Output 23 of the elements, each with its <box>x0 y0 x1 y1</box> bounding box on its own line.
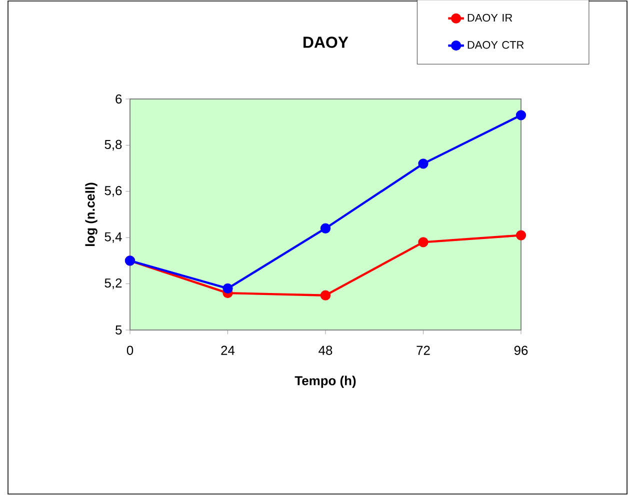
point <box>418 237 428 248</box>
point <box>222 283 233 294</box>
y-axis-title: log (n.cell) <box>85 182 98 246</box>
x-tick-label: 0 <box>126 346 134 355</box>
x-tick-label: 24 <box>221 346 235 355</box>
chart-title: DAOY <box>304 36 348 48</box>
x-tick-label: 96 <box>514 346 528 355</box>
point <box>516 230 526 240</box>
x-axis-title: Tempo (h) <box>294 376 356 388</box>
point <box>320 223 331 234</box>
legend-label: DAOY CTR <box>468 41 524 49</box>
x-tick-label: 48 <box>318 346 332 355</box>
y-tick-label: 5,4 <box>104 232 122 243</box>
legend-label: DAOY IR <box>468 14 512 22</box>
point <box>418 158 428 169</box>
point <box>516 110 526 120</box>
y-tick-label: 5 <box>116 325 122 335</box>
y-tick-label: 6 <box>116 94 122 104</box>
point <box>320 290 331 300</box>
y-tick-label: 5,6 <box>104 186 122 197</box>
y-tick-label: 5,2 <box>104 278 122 290</box>
y-tick-label: 5,8 <box>104 140 122 151</box>
x-tick-label: 72 <box>416 346 430 355</box>
